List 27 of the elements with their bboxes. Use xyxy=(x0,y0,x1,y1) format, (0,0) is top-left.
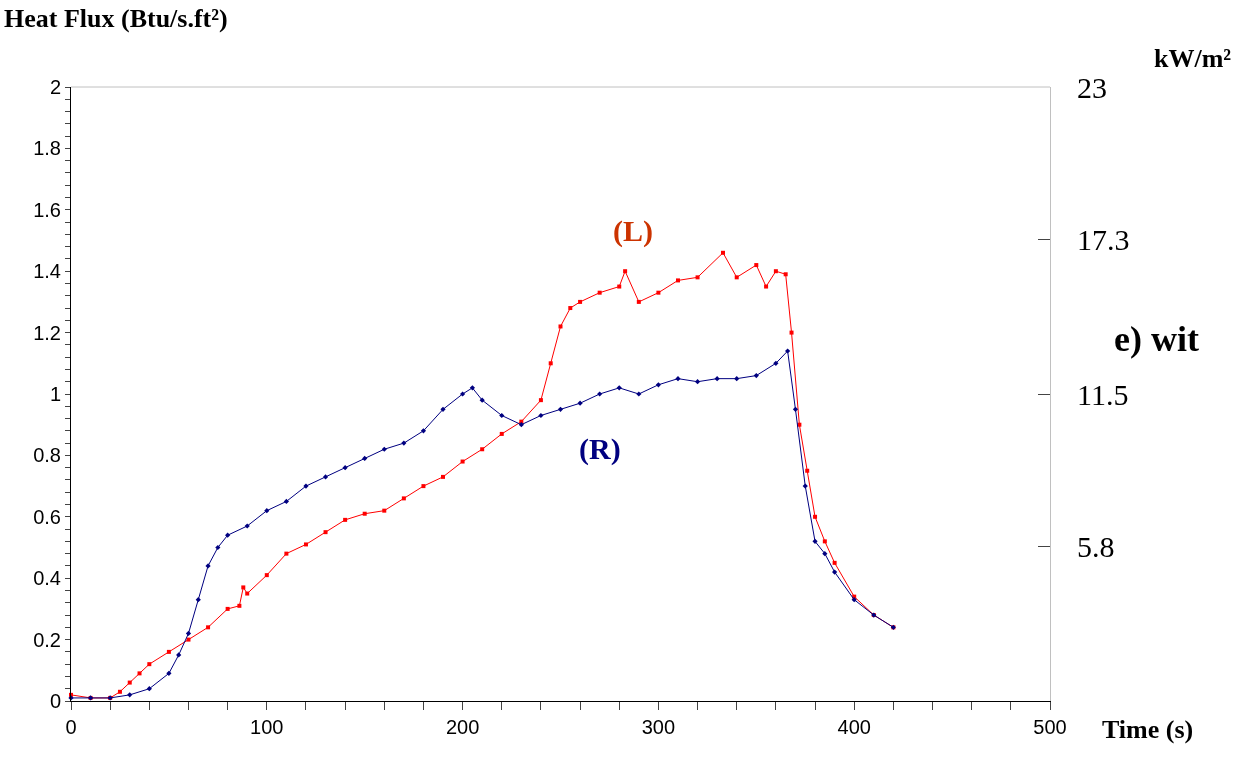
y-tick-label: 0.2 xyxy=(33,628,61,651)
x-tick-label: 0 xyxy=(65,716,77,738)
y2-tick-label: 11.5 xyxy=(1077,377,1129,411)
y-axis-title: Heat Flux (Btu/s.ft²) xyxy=(4,4,228,33)
y-tick-label: 2 xyxy=(49,76,61,98)
x-axis-title: Time (s) xyxy=(1102,715,1194,744)
y-tick-label: 0.4 xyxy=(33,567,61,590)
y2-tick-label: 23 xyxy=(1077,70,1107,104)
y-tick-label: 0.8 xyxy=(33,444,61,467)
series-label: (R) xyxy=(579,432,621,466)
y-tick-label: 1.2 xyxy=(33,321,61,344)
y-tick-label: 1.4 xyxy=(33,260,61,283)
y-tick-label: 1.8 xyxy=(33,137,61,160)
y-tick-label: 1 xyxy=(49,383,61,405)
x-tick-label: 100 xyxy=(250,716,284,738)
text: e) wit xyxy=(1114,319,1199,359)
x-tick-label: 400 xyxy=(837,716,871,738)
y2-tick-label: 5.8 xyxy=(1077,529,1115,563)
y2-axis-title: kW/m² xyxy=(1154,44,1232,73)
x-tick-label: 200 xyxy=(445,716,480,738)
x-tick-label: 300 xyxy=(641,716,676,738)
y2-tick-label: 17.3 xyxy=(1077,222,1130,256)
y-tick-label: 0 xyxy=(49,690,61,712)
y-tick-label: 1.6 xyxy=(33,198,61,221)
x-tick-label: 500 xyxy=(1033,716,1067,738)
series-label: (L) xyxy=(613,214,653,248)
y-tick-label: 0.6 xyxy=(33,505,61,528)
